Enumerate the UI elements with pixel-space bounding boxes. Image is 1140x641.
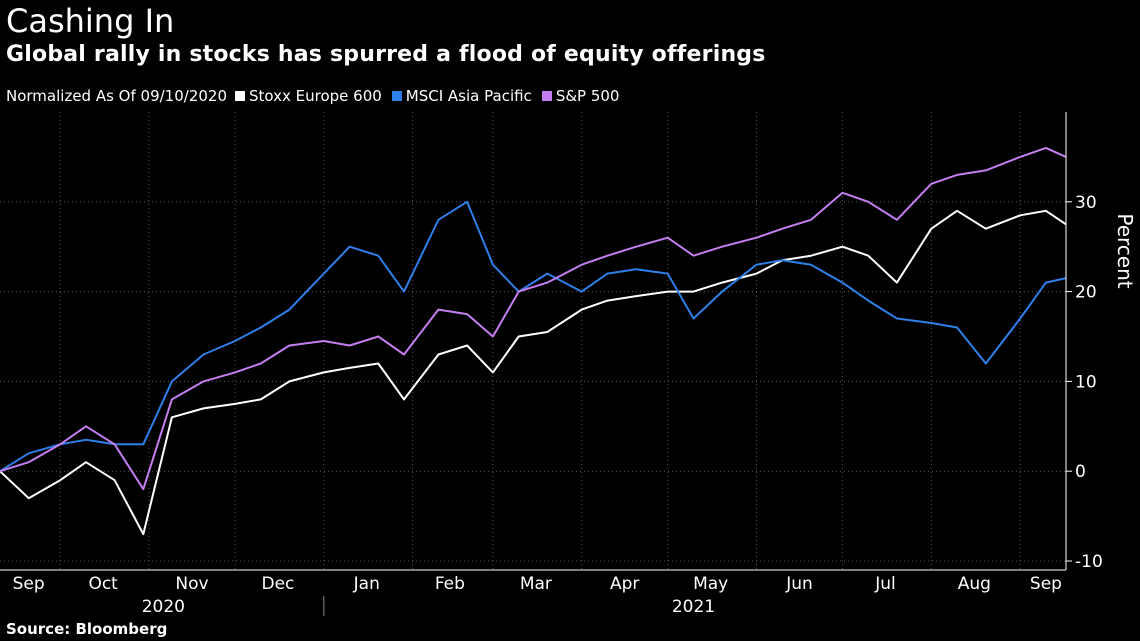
legend: Normalized As Of 09/10/2020 Stoxx Europe… (6, 86, 629, 106)
series-line-2 (0, 146, 1067, 491)
x-tick-label: Aug (958, 574, 991, 594)
chart-subtitle: Global rally in stocks has spurred a flo… (6, 42, 766, 67)
legend-swatch-stoxx (235, 91, 245, 101)
legend-label-sp500: S&P 500 (555, 87, 620, 105)
x-tick-label: Nov (175, 574, 208, 594)
legend-label-msci: MSCI Asia Pacific (405, 87, 532, 105)
x-tick-label: Dec (262, 574, 295, 594)
x-tick-label: Oct (88, 574, 118, 594)
legend-note: Normalized As Of 09/10/2020 (6, 87, 227, 105)
y-tick-label: 30 (1075, 193, 1097, 213)
x-tick-label: Sep (13, 574, 45, 594)
x-year-label: 2021 (672, 597, 715, 617)
series-lines (0, 146, 1067, 536)
x-tick-label: Jan (353, 574, 380, 594)
legend-item-stoxx: Stoxx Europe 600 (235, 87, 382, 105)
chart-title: Cashing In (6, 2, 175, 40)
x-tick-label: Apr (610, 574, 639, 594)
y-tick-label: 0 (1075, 462, 1086, 482)
x-tick-label: May (693, 574, 728, 594)
y-tick-label: 10 (1075, 372, 1097, 392)
y-tick-label: -10 (1075, 552, 1103, 572)
source-note: Source: Bloomberg (6, 620, 168, 638)
y-axis-title: Percent (1113, 213, 1137, 288)
axes: -10 0 10 20 30 Percent Sep Oct Nov Dec Jan Feb Mar Ap… (0, 112, 1137, 617)
x-tick-label: Feb (435, 574, 465, 594)
series-line-0 (0, 209, 1067, 536)
legend-item-msci: MSCI Asia Pacific (391, 87, 532, 105)
x-tick-label: Mar (520, 574, 552, 594)
x-tick-label: Sep (1030, 574, 1062, 594)
y-tick-label: 20 (1075, 283, 1097, 303)
legend-swatch-sp500 (541, 91, 552, 101)
series-line-1 (0, 200, 1067, 473)
grid (0, 112, 1066, 570)
legend-label-stoxx: Stoxx Europe 600 (249, 87, 382, 105)
x-tick-label: Jun (785, 574, 813, 594)
legend-swatch-msci (391, 91, 402, 101)
legend-item-sp500: S&P 500 (541, 87, 620, 105)
x-tick-label: Jul (874, 574, 896, 594)
x-year-label: 2020 (142, 597, 185, 617)
